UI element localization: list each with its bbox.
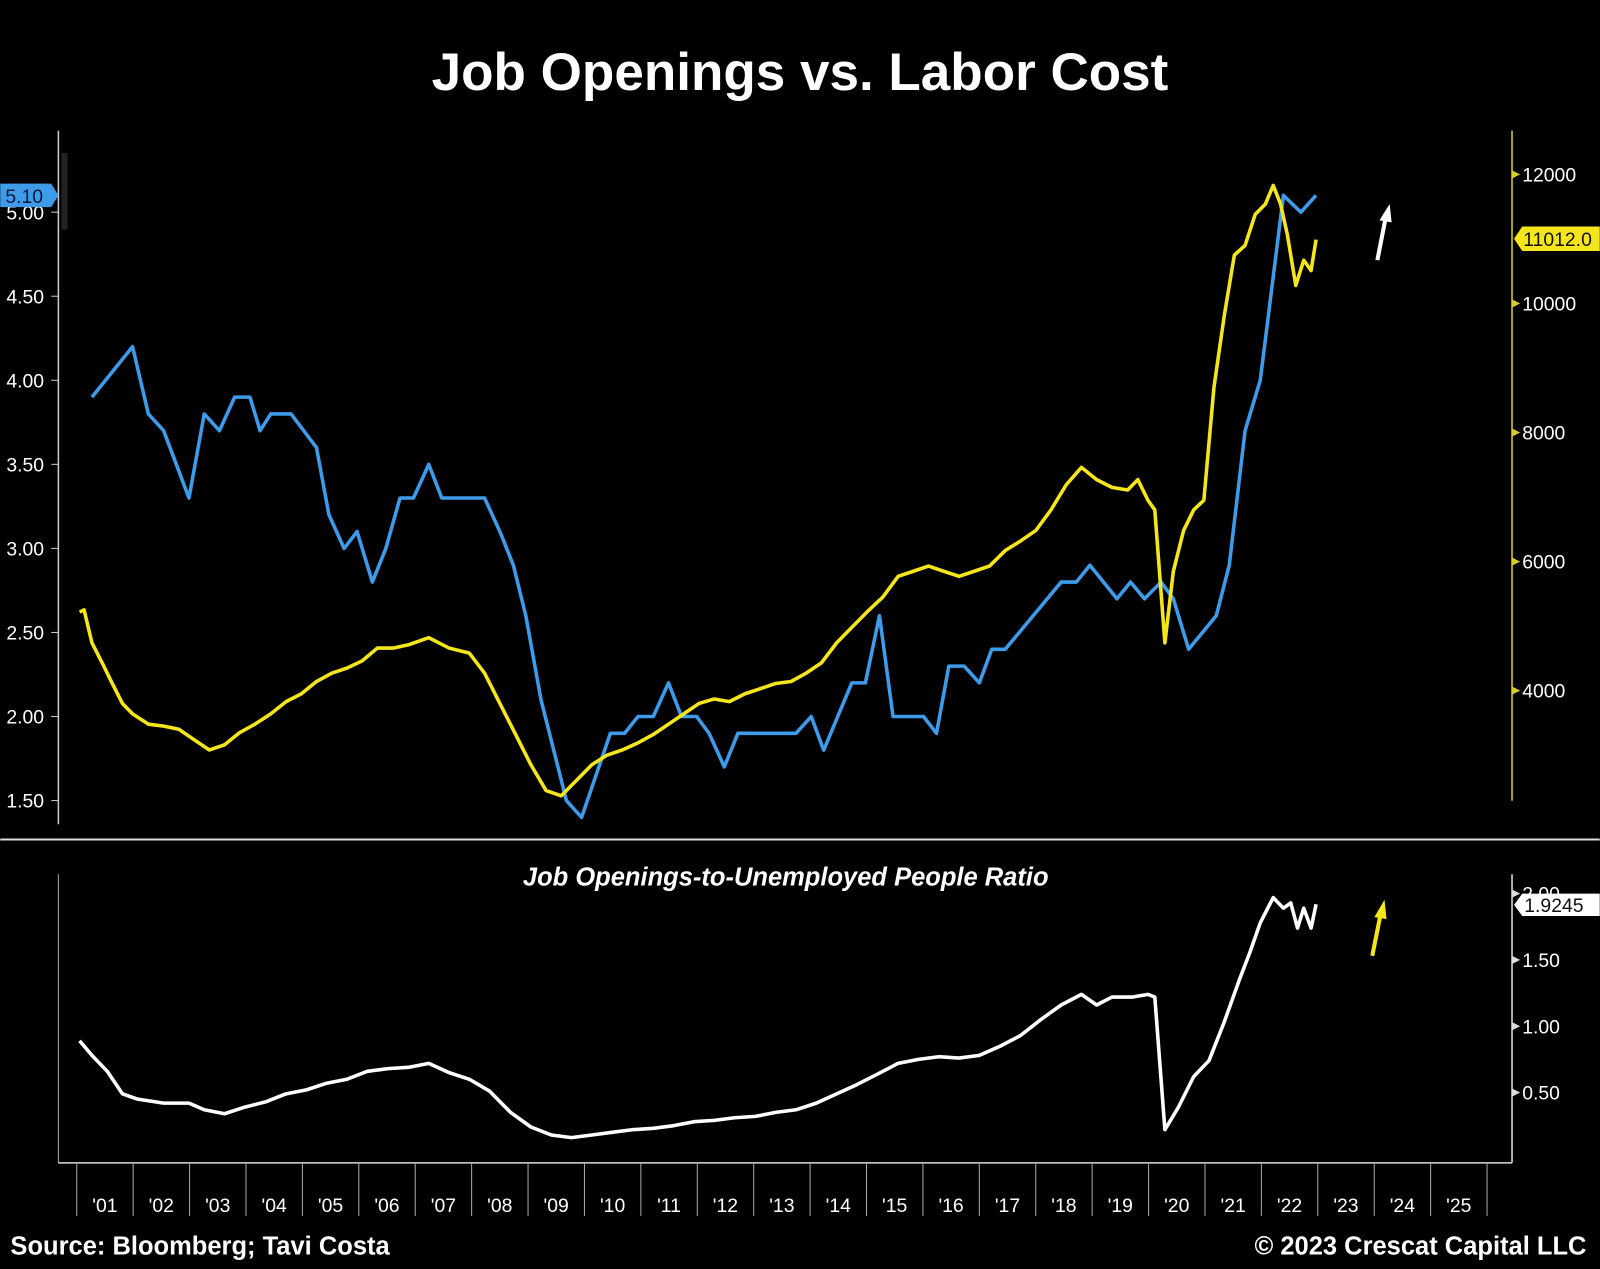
white-last-value: 1.9245 bbox=[1524, 895, 1583, 917]
x-tick-label: '13 bbox=[769, 1195, 794, 1217]
bottom-right-tick-mark bbox=[1512, 1088, 1521, 1097]
x-tick-label: '01 bbox=[92, 1195, 117, 1217]
x-tick-label: '04 bbox=[262, 1195, 287, 1217]
x-tick-label: '02 bbox=[149, 1195, 174, 1217]
x-tick-label: '24 bbox=[1390, 1195, 1415, 1217]
x-tick-label: '03 bbox=[205, 1195, 230, 1217]
x-tick-label: '12 bbox=[713, 1195, 738, 1217]
x-tick-label: '17 bbox=[995, 1195, 1020, 1217]
left-tick-label: 2.00 bbox=[6, 707, 44, 729]
bottom-right-tick-label: 1.50 bbox=[1522, 950, 1560, 972]
x-tick-label: '21 bbox=[1221, 1195, 1246, 1217]
right-tick-label: 4000 bbox=[1522, 681, 1565, 703]
scroll-handle bbox=[61, 153, 68, 230]
right-tick-mark bbox=[1512, 428, 1521, 437]
right-axis-ticks: 4000 6000 8000 10000 12000 bbox=[1512, 165, 1576, 703]
x-tick-label: '23 bbox=[1333, 1195, 1358, 1217]
x-tick-label: '22 bbox=[1277, 1195, 1302, 1217]
x-tick-label: '16 bbox=[938, 1195, 963, 1217]
right-tick-label: 6000 bbox=[1522, 552, 1565, 574]
right-tick-mark bbox=[1512, 557, 1521, 566]
bottom-right-tick-mark bbox=[1512, 1022, 1521, 1031]
x-tick-label: '09 bbox=[544, 1195, 569, 1217]
bottom-right-tick-mark bbox=[1512, 955, 1521, 964]
top-series bbox=[78, 183, 1318, 820]
right-tick-mark bbox=[1512, 170, 1521, 179]
right-tick-label: 12000 bbox=[1522, 165, 1576, 187]
white-last-value-badge: 1.9245 bbox=[1514, 893, 1600, 917]
x-tick-label: '25 bbox=[1446, 1195, 1471, 1217]
yellow-last-value: 11012.0 bbox=[1523, 229, 1592, 251]
x-tick-label: '11 bbox=[657, 1195, 681, 1217]
bottom-right-tick-label: 1.00 bbox=[1522, 1016, 1560, 1038]
bottom-series bbox=[78, 895, 1318, 1140]
x-tick-label: '18 bbox=[1051, 1195, 1076, 1217]
blue-last-value-badge: 5.10 bbox=[0, 183, 59, 208]
x-tick-label: '15 bbox=[882, 1195, 907, 1217]
x-tick-label: '14 bbox=[826, 1195, 851, 1217]
x-tick-label: '10 bbox=[600, 1195, 625, 1217]
yellow-last-value-badge: 11012.0 bbox=[1514, 226, 1600, 251]
right-tick-mark bbox=[1512, 686, 1521, 695]
x-tick-label: '05 bbox=[318, 1195, 343, 1217]
left-tick-label: 4.50 bbox=[6, 286, 44, 308]
left-tick-label: 3.50 bbox=[6, 454, 44, 476]
copyright-text: © 2023 Crescat Capital LLC bbox=[1254, 1233, 1586, 1261]
bottom-right-tick-mark bbox=[1512, 889, 1521, 898]
x-axis-ticks: '01 '02 '03 '04 '05 '06 '07 '08 '09 '10 '11 '12 '13 '… bbox=[76, 1162, 1488, 1217]
left-tick-label: 3.00 bbox=[6, 539, 44, 561]
x-tick-label: '20 bbox=[1164, 1195, 1189, 1217]
right-tick-label: 8000 bbox=[1522, 423, 1565, 445]
left-axis-ticks: 1.50 2.00 2.50 3.00 3.50 4.00 4.50 5.00 bbox=[6, 202, 59, 813]
source-text: Source: Bloomberg; Tavi Costa bbox=[10, 1233, 390, 1261]
chart-title: Job Openings vs. Labor Cost bbox=[432, 43, 1169, 102]
right-tick-mark bbox=[1512, 299, 1521, 308]
labor-cost-line bbox=[78, 183, 1318, 798]
x-tick-label: '19 bbox=[1108, 1195, 1133, 1217]
x-tick-label: '07 bbox=[431, 1195, 456, 1217]
bottom-panel-title: Job Openings-to-Unemployed People Ratio bbox=[523, 863, 1049, 891]
left-tick-label: 5.00 bbox=[6, 202, 44, 224]
x-tick-label: '06 bbox=[374, 1195, 399, 1217]
left-tick-label: 1.50 bbox=[6, 791, 44, 813]
ratio-line bbox=[78, 895, 1318, 1140]
bottom-right-tick-label: 0.50 bbox=[1522, 1083, 1560, 1105]
x-tick-label: '08 bbox=[487, 1195, 512, 1217]
blue-last-value: 5.10 bbox=[5, 186, 43, 208]
left-tick-label: 4.00 bbox=[6, 370, 44, 392]
left-tick-label: 2.50 bbox=[6, 623, 44, 645]
white-up-arrow-icon bbox=[1375, 204, 1392, 261]
right-tick-label: 10000 bbox=[1522, 294, 1576, 316]
yellow-up-arrow-icon bbox=[1370, 899, 1387, 957]
